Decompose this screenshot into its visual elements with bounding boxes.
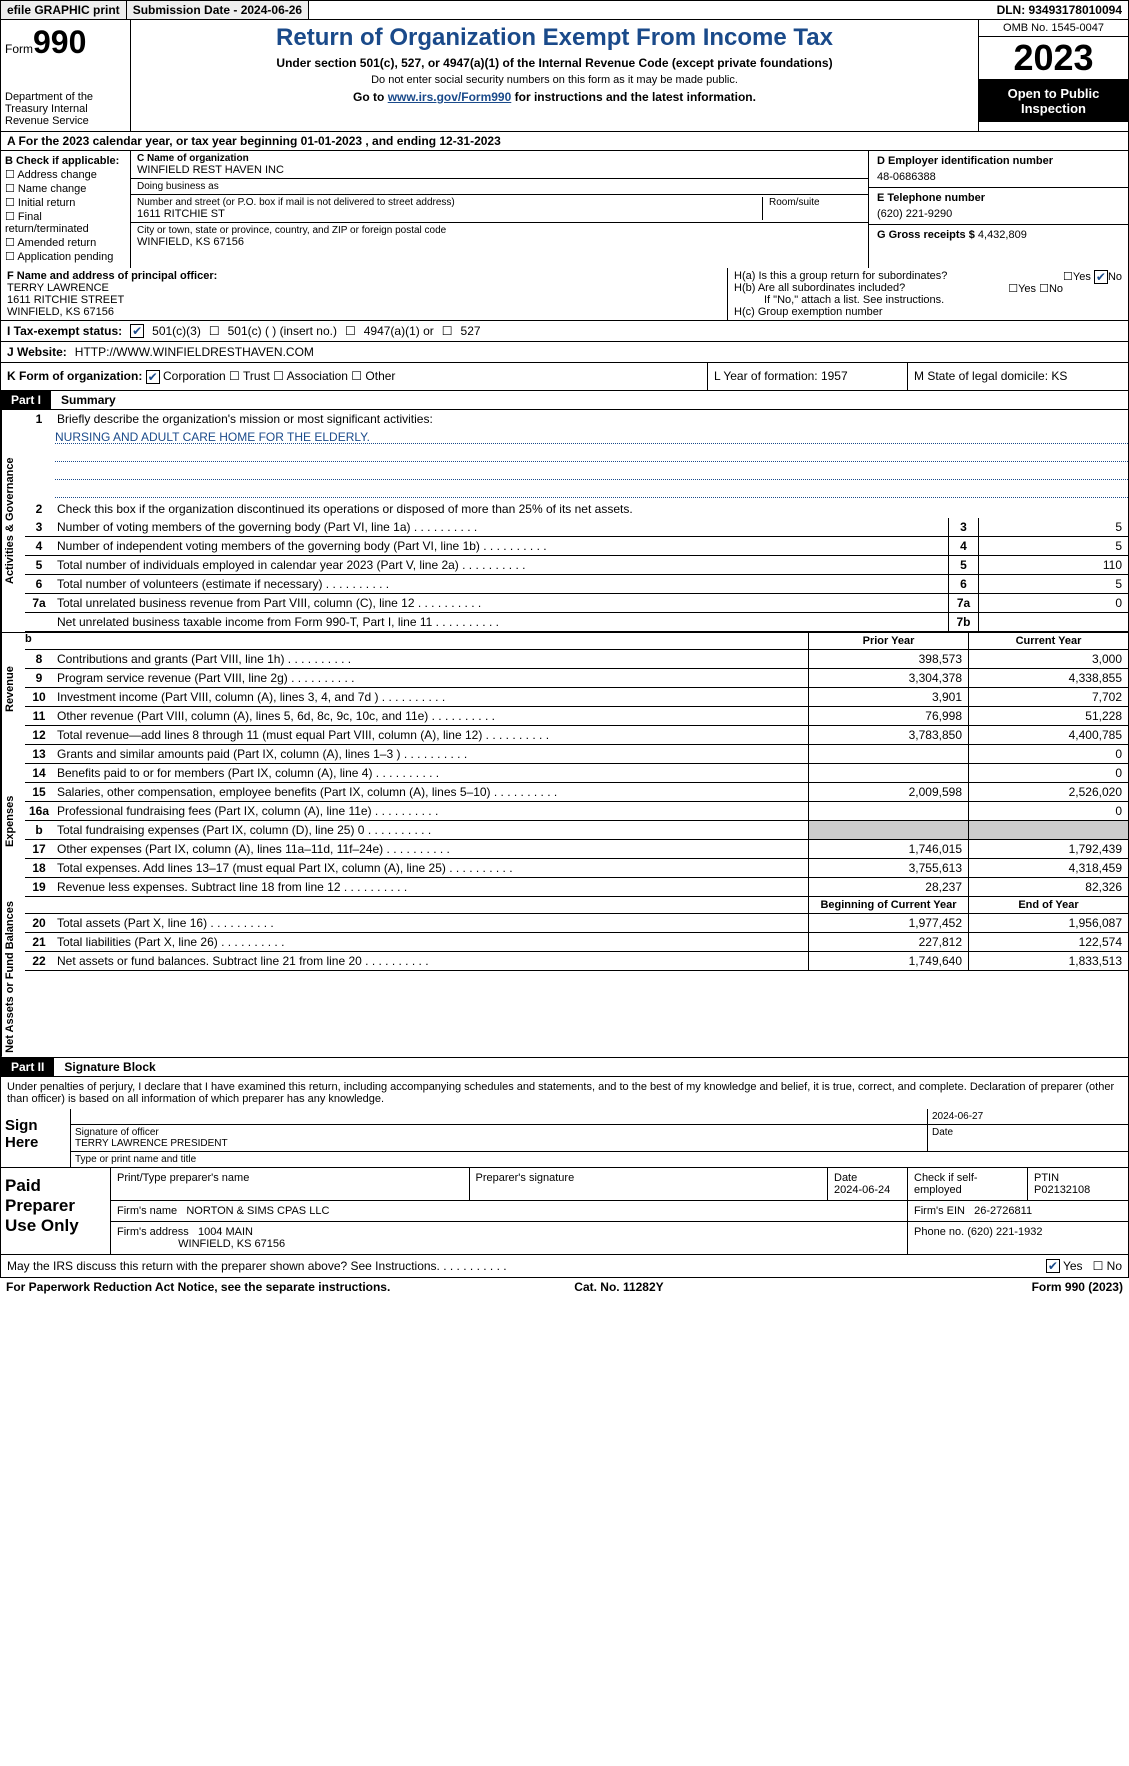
side-label-revenue: Revenue — [1, 633, 25, 745]
footer: For Paperwork Reduction Act Notice, see … — [0, 1278, 1129, 1296]
ssn-warning: Do not enter social security numbers on … — [139, 74, 970, 86]
city-state-zip: WINFIELD, KS 67156 — [137, 236, 862, 248]
summary-netassets: Net Assets or Fund Balances Beginning of… — [0, 897, 1129, 1058]
discuss-yes-checkbox[interactable] — [1046, 1259, 1060, 1273]
dept-treasury: Department of the Treasury Internal Reve… — [5, 91, 126, 127]
prep-phone: (620) 221-1932 — [967, 1226, 1042, 1238]
irs-link[interactable]: www.irs.gov/Form990 — [388, 90, 512, 104]
summary-revenue: Revenue bPrior YearCurrent Year 8Contrib… — [0, 632, 1129, 745]
tax-year: 2023 — [979, 37, 1128, 80]
gross-receipts: 4,432,809 — [978, 229, 1027, 241]
discuss-row: May the IRS discuss this return with the… — [0, 1255, 1129, 1279]
sign-here-block: Sign Here 2024-06-27 Signature of office… — [0, 1109, 1129, 1168]
omb-number: OMB No. 1545-0047 — [979, 20, 1128, 37]
form-subtitle: Under section 501(c), 527, or 4947(a)(1)… — [139, 56, 970, 70]
phone: (620) 221-9290 — [877, 204, 1120, 220]
row-klm: K Form of organization: Corporation ☐ Tr… — [0, 363, 1129, 391]
summary-governance: Activities & Governance 1Briefly describ… — [0, 410, 1129, 632]
form-header: Form990 Department of the Treasury Inter… — [0, 20, 1129, 132]
line-a: A For the 2023 calendar year, or tax yea… — [0, 132, 1129, 151]
corp-checkbox[interactable] — [146, 370, 160, 384]
goto-line: Go to www.irs.gov/Form990 for instructio… — [139, 90, 970, 104]
row-j: J Website: HTTP://WWW.WINFIELDRESTHAVEN.… — [0, 342, 1129, 363]
form-label: Form — [5, 42, 33, 56]
ein: 48-0686388 — [877, 167, 1120, 183]
summary-expenses: Expenses 13Grants and similar amounts pa… — [0, 745, 1129, 897]
open-inspection: Open to Public Inspection — [979, 80, 1128, 122]
firm-name: NORTON & SIMS CPAS LLC — [186, 1205, 329, 1217]
print-button[interactable]: efile GRAPHIC print — [1, 1, 127, 19]
side-label-governance: Activities & Governance — [1, 410, 25, 632]
501c3-checkbox[interactable] — [130, 324, 144, 338]
col-c: C Name of organizationWINFIELD REST HAVE… — [131, 151, 868, 268]
part1-header: Part I Summary — [0, 391, 1129, 410]
officer-signature: TERRY LAWRENCE PRESIDENT — [75, 1138, 923, 1149]
officer-name: TERRY LAWRENCE — [7, 282, 721, 294]
firm-ein: 26-2726811 — [974, 1205, 1032, 1217]
paid-preparer-block: Paid Preparer Use Only Print/Type prepar… — [0, 1168, 1129, 1255]
side-label-expenses: Expenses — [1, 745, 25, 897]
ha-no-checkbox[interactable] — [1094, 270, 1108, 284]
submission-date: Submission Date - 2024-06-26 — [127, 1, 309, 19]
form-number: 990 — [33, 24, 86, 60]
year-formation: L Year of formation: 1957 — [708, 363, 908, 390]
dln: DLN: 93493178010094 — [991, 1, 1128, 19]
ptin: P02132108 — [1034, 1184, 1122, 1196]
state-domicile: M State of legal domicile: KS — [908, 363, 1128, 390]
row-i: I Tax-exempt status: 501(c)(3) ☐ 501(c) … — [0, 321, 1129, 342]
row-fh: F Name and address of principal officer:… — [0, 268, 1129, 321]
website[interactable]: HTTP://WWW.WINFIELDRESTHAVEN.COM — [75, 345, 314, 359]
side-label-netassets: Net Assets or Fund Balances — [1, 897, 25, 1057]
prep-date: 2024-06-24 — [834, 1184, 901, 1196]
top-bar: efile GRAPHIC print Submission Date - 20… — [0, 0, 1129, 20]
perjury-text: Under penalties of perjury, I declare th… — [0, 1077, 1129, 1109]
part2-header: Part II Signature Block — [0, 1058, 1129, 1077]
col-d: D Employer identification number48-06863… — [868, 151, 1128, 268]
mission-text: NURSING AND ADULT CARE HOME FOR THE ELDE… — [55, 430, 1128, 444]
section-bcd: B Check if applicable: ☐ Address change … — [0, 151, 1129, 268]
col-b: B Check if applicable: ☐ Address change … — [1, 151, 131, 268]
col-b-label: B Check if applicable: — [5, 155, 126, 167]
form-title: Return of Organization Exempt From Incom… — [139, 24, 970, 52]
org-name: WINFIELD REST HAVEN INC — [137, 164, 862, 176]
street: 1611 RITCHIE ST — [137, 208, 762, 220]
